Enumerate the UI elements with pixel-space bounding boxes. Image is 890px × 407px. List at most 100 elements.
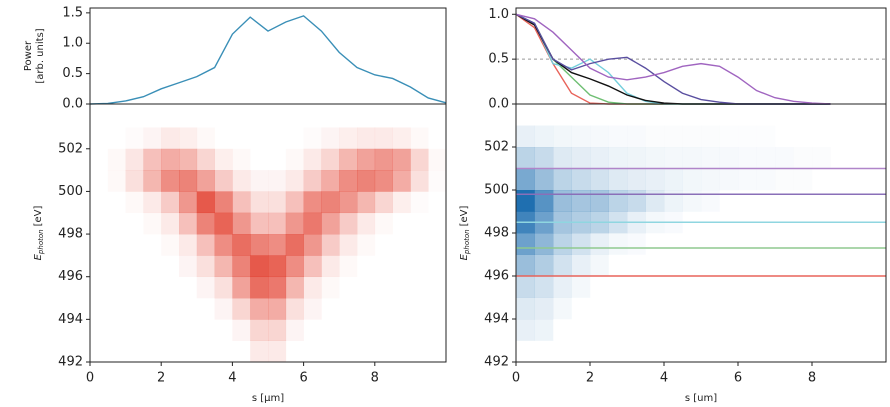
heatmap-cell	[357, 127, 376, 150]
heatmap-cell	[534, 233, 554, 255]
heatmap-cell	[590, 233, 609, 255]
heatmap-cell	[126, 191, 144, 213]
heatmap-cell	[304, 127, 322, 149]
heatmap-cell	[719, 147, 739, 169]
heatmap-cell	[179, 255, 198, 278]
y-tick-label: 494	[58, 312, 83, 327]
heatmap-cell	[108, 149, 126, 171]
heatmap-cell	[646, 126, 665, 148]
heatmap-cell	[627, 147, 646, 169]
heatmap-cell	[196, 234, 215, 256]
heatmap-cell	[720, 126, 739, 148]
heatmap-cell	[108, 170, 126, 192]
heatmap-cell	[214, 276, 233, 299]
heatmap-cell	[410, 148, 429, 171]
axes-frame	[515, 7, 887, 105]
heatmap-cell	[534, 276, 554, 298]
y-axis-label: Power	[23, 40, 34, 71]
heatmap-cell	[682, 168, 702, 191]
heatmap-cell	[534, 168, 554, 191]
heatmap-cell	[321, 148, 340, 171]
heatmap-cell	[214, 212, 233, 235]
heatmap-cell	[161, 191, 180, 214]
heatmap-cell	[268, 212, 287, 235]
heatmap-cell	[590, 168, 609, 191]
heatmap-cell	[571, 233, 591, 255]
heatmap-cell	[571, 125, 591, 148]
heatmap-cell	[285, 212, 304, 235]
heatmap-cell	[590, 254, 609, 277]
heatmap-cell	[303, 212, 322, 235]
y-tick-label: 500	[58, 184, 83, 199]
heatmap-cell	[232, 298, 251, 320]
heatmap-cell	[608, 168, 628, 191]
heatmap-cell	[757, 126, 776, 148]
heatmap-cell	[232, 191, 251, 214]
heatmap-cell	[534, 254, 554, 277]
heatmap-cell	[143, 213, 161, 235]
heatmap-cell	[428, 149, 446, 171]
heatmap-cell	[214, 255, 233, 278]
heatmap-cell	[553, 254, 572, 277]
heatmap-cell	[553, 168, 572, 191]
y-tick-label: 0.0	[488, 97, 509, 112]
heatmap-cell	[516, 125, 535, 148]
heatmap-cell	[664, 147, 683, 169]
heatmap-cell	[757, 169, 776, 191]
heatmap-cell	[339, 170, 358, 192]
heatmap-cell	[285, 170, 304, 192]
heatmap-cell	[321, 212, 340, 235]
heatmap-cell	[645, 168, 665, 191]
heatmap-cell	[812, 147, 831, 169]
y-tick-label: 496	[58, 269, 83, 284]
heatmap-cell	[250, 298, 269, 320]
heatmap-cell	[794, 169, 813, 191]
heatmap-cell	[268, 276, 287, 299]
heatmap-cell	[339, 127, 358, 150]
y-tick-label: 0.5	[62, 66, 83, 81]
heatmap-cell	[571, 147, 591, 169]
heatmap-cell	[357, 234, 375, 256]
heatmap-cell	[321, 127, 340, 150]
y-tick-label: 496	[484, 269, 509, 284]
heatmap-cell	[268, 234, 287, 256]
heatmap-cell	[571, 254, 591, 277]
y-tick-label: 1.5	[62, 5, 83, 20]
panel: 492 494 496 498 500 502 0 2 4 6 8 s [um] Ephoton [eV]	[459, 103, 887, 404]
heatmap-cell	[232, 255, 251, 278]
y-tick-label: 492	[484, 355, 509, 370]
heatmap-cell	[250, 255, 269, 278]
heatmap-cell	[303, 298, 322, 320]
heatmap-cell	[516, 254, 535, 277]
heatmap-cell	[516, 168, 535, 191]
y-tick-label: 492	[58, 355, 83, 370]
heatmap-cell	[516, 319, 535, 341]
heatmap-cell	[534, 319, 554, 341]
heatmap-cell	[179, 191, 198, 214]
y-axis-label: Ephoton [eV]	[33, 206, 45, 261]
heatmap-cell	[232, 319, 251, 341]
heatmap-cell	[303, 234, 322, 256]
series-line	[515, 13, 831, 105]
heatmap-cell	[627, 126, 646, 148]
heatmap-cell	[250, 170, 269, 192]
heatmap-cell	[214, 234, 233, 256]
label-symbol: E	[459, 253, 470, 260]
label-symbol: E	[33, 253, 44, 260]
y-axis-label: Ephoton [eV]	[459, 206, 471, 261]
heatmap-cell	[738, 169, 757, 191]
heatmap-cell	[303, 170, 322, 192]
heatmap-cell	[250, 234, 269, 256]
heatmap-cell	[534, 125, 554, 148]
heatmap-cell	[571, 168, 591, 191]
heatmap-cell	[701, 147, 720, 169]
heatmap-cell	[143, 170, 162, 192]
heatmap-cell	[161, 127, 180, 150]
heatmap-cell	[738, 147, 757, 169]
y-tick-label: 498	[58, 227, 83, 242]
heatmap-cell	[126, 127, 144, 149]
panel: 492 494 496 498 500 502 0 2 4 6 8 s [μm] Ephoton [eV]	[33, 103, 447, 404]
heatmap-cell	[374, 127, 393, 150]
x-axis-label: s [um]	[685, 393, 717, 404]
